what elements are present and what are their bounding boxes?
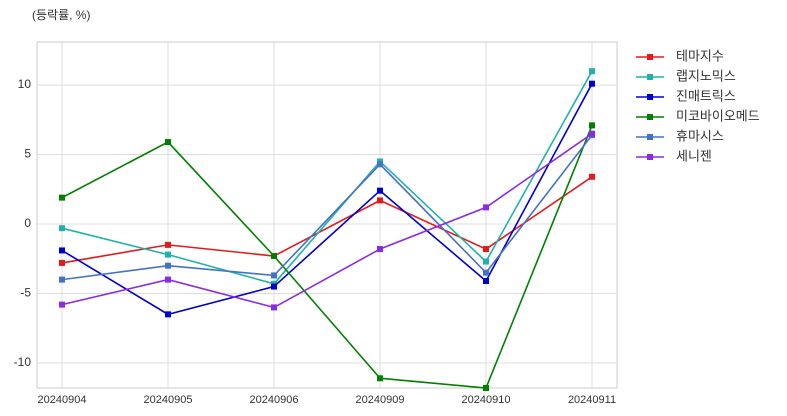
series-line bbox=[61, 83, 593, 316]
point bbox=[483, 269, 489, 276]
y-tick-label: 10 bbox=[18, 77, 32, 91]
point bbox=[271, 283, 277, 290]
point bbox=[483, 278, 489, 285]
point bbox=[59, 276, 65, 283]
point bbox=[589, 68, 595, 75]
point bbox=[165, 262, 171, 269]
point bbox=[377, 197, 383, 204]
point bbox=[377, 246, 383, 253]
point bbox=[589, 80, 595, 87]
point bbox=[59, 225, 65, 232]
legend-label: 세니젠 bbox=[676, 148, 712, 163]
series-line bbox=[61, 125, 593, 389]
point bbox=[165, 241, 171, 248]
point bbox=[483, 246, 489, 253]
x-tick-label: 20240906 bbox=[250, 394, 299, 406]
legend-marker bbox=[647, 94, 653, 100]
legend-label: 휴마시스 bbox=[676, 128, 724, 143]
point bbox=[59, 259, 65, 266]
point bbox=[377, 375, 383, 382]
legend-marker bbox=[647, 114, 653, 120]
plot-area bbox=[36, 41, 618, 389]
legend-marker bbox=[647, 154, 653, 160]
x-tick-label: 20240905 bbox=[144, 394, 193, 406]
y-tick-label: -10 bbox=[14, 355, 32, 369]
point bbox=[589, 130, 595, 137]
point bbox=[377, 187, 383, 194]
legend-marker bbox=[647, 54, 653, 60]
x-tick-label: 20240909 bbox=[356, 394, 405, 406]
legend-marker bbox=[647, 74, 653, 80]
legend-label: 미코바이오메드 bbox=[676, 108, 760, 123]
x-tick-label: 20240904 bbox=[38, 394, 87, 406]
point bbox=[165, 311, 171, 318]
y-tick-label: 0 bbox=[24, 216, 31, 230]
point bbox=[59, 301, 65, 308]
series-line bbox=[61, 134, 593, 281]
point bbox=[165, 276, 171, 283]
point bbox=[271, 304, 277, 311]
point bbox=[377, 161, 383, 168]
point bbox=[59, 247, 65, 254]
point bbox=[589, 173, 595, 180]
legend-marker bbox=[647, 134, 653, 140]
point bbox=[165, 139, 171, 146]
point bbox=[271, 252, 277, 259]
series-line bbox=[61, 176, 593, 264]
series-line bbox=[61, 70, 593, 285]
point bbox=[483, 204, 489, 211]
point bbox=[165, 251, 171, 258]
series-line bbox=[61, 133, 593, 309]
x-tick-label: 20240911 bbox=[568, 394, 616, 406]
x-tick-label: 20240910 bbox=[462, 394, 511, 406]
legend-label: 진매트릭스 bbox=[676, 88, 736, 103]
y-tick-label: 5 bbox=[24, 147, 31, 161]
annotation: (등락률, %) bbox=[32, 8, 90, 22]
legend-label: 테마지수 bbox=[676, 48, 724, 63]
point bbox=[483, 258, 489, 265]
point bbox=[589, 122, 595, 129]
point bbox=[271, 272, 277, 279]
point bbox=[59, 194, 65, 201]
legend-label: 랩지노믹스 bbox=[676, 68, 736, 83]
point bbox=[483, 385, 489, 391]
y-tick-label: -5 bbox=[20, 286, 31, 300]
